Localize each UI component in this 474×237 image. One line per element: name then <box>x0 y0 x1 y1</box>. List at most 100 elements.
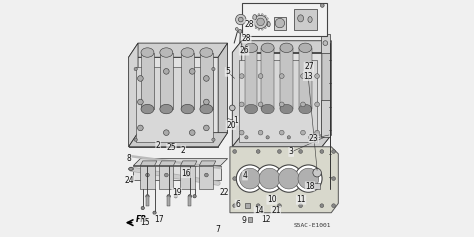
Circle shape <box>167 195 170 198</box>
Circle shape <box>134 138 137 141</box>
Text: 28: 28 <box>245 20 255 29</box>
Text: 27: 27 <box>304 62 314 71</box>
Text: 10: 10 <box>267 195 276 204</box>
Circle shape <box>299 204 302 208</box>
Text: 17: 17 <box>154 215 164 224</box>
Polygon shape <box>232 41 242 147</box>
Polygon shape <box>320 100 330 137</box>
Bar <box>314 183 320 189</box>
Circle shape <box>238 17 243 22</box>
Polygon shape <box>128 133 228 147</box>
Ellipse shape <box>200 48 213 57</box>
Circle shape <box>239 168 260 189</box>
Circle shape <box>258 28 260 30</box>
Circle shape <box>237 165 264 192</box>
Text: 20: 20 <box>226 121 236 130</box>
Ellipse shape <box>280 104 293 114</box>
Circle shape <box>332 177 336 180</box>
Polygon shape <box>136 67 213 142</box>
Text: 18: 18 <box>305 182 315 191</box>
Polygon shape <box>232 41 331 53</box>
Ellipse shape <box>200 104 213 114</box>
Polygon shape <box>159 161 176 166</box>
Circle shape <box>188 195 191 198</box>
Text: 28: 28 <box>242 34 251 43</box>
Ellipse shape <box>299 104 312 114</box>
Circle shape <box>295 165 322 192</box>
Ellipse shape <box>181 104 194 114</box>
Ellipse shape <box>299 43 312 53</box>
Text: 7: 7 <box>215 225 220 234</box>
Circle shape <box>264 15 266 17</box>
Circle shape <box>332 150 336 153</box>
Circle shape <box>320 204 324 208</box>
Polygon shape <box>299 48 312 109</box>
Ellipse shape <box>160 48 173 57</box>
Polygon shape <box>261 48 274 109</box>
Circle shape <box>256 165 283 192</box>
Text: 22: 22 <box>219 187 228 196</box>
Text: 6: 6 <box>235 200 240 209</box>
Polygon shape <box>181 53 194 109</box>
Ellipse shape <box>141 48 154 57</box>
Polygon shape <box>232 53 322 147</box>
Circle shape <box>254 15 267 28</box>
Text: 14: 14 <box>254 206 264 215</box>
Text: 2: 2 <box>181 146 186 155</box>
Circle shape <box>255 15 257 17</box>
Polygon shape <box>199 161 216 166</box>
Circle shape <box>190 68 195 74</box>
Ellipse shape <box>261 104 274 114</box>
Circle shape <box>203 125 209 131</box>
Circle shape <box>315 130 319 135</box>
Text: FR.: FR. <box>136 215 150 224</box>
Circle shape <box>137 99 143 105</box>
Text: 25: 25 <box>167 143 176 152</box>
Circle shape <box>233 177 237 180</box>
Circle shape <box>298 168 319 189</box>
Circle shape <box>258 74 263 78</box>
Polygon shape <box>159 166 173 189</box>
Text: 4: 4 <box>243 171 247 180</box>
Ellipse shape <box>280 43 293 53</box>
Circle shape <box>233 150 237 153</box>
Circle shape <box>164 130 169 136</box>
Circle shape <box>256 204 260 208</box>
Ellipse shape <box>141 104 154 114</box>
Ellipse shape <box>128 168 133 170</box>
Circle shape <box>259 168 280 189</box>
Circle shape <box>174 195 177 198</box>
Text: 21: 21 <box>271 206 281 215</box>
Circle shape <box>236 14 246 25</box>
Bar <box>273 17 286 30</box>
Bar <box>246 203 250 208</box>
Polygon shape <box>181 161 197 166</box>
Text: 3: 3 <box>289 147 293 156</box>
Circle shape <box>146 173 149 177</box>
Circle shape <box>204 173 208 177</box>
Ellipse shape <box>261 43 274 53</box>
Polygon shape <box>128 57 218 147</box>
Circle shape <box>279 130 284 135</box>
Text: 9: 9 <box>241 216 246 225</box>
Circle shape <box>212 67 215 71</box>
Circle shape <box>287 136 291 139</box>
Polygon shape <box>245 48 257 109</box>
Circle shape <box>255 27 257 29</box>
Text: 15: 15 <box>140 218 149 227</box>
Circle shape <box>277 204 281 208</box>
Polygon shape <box>232 135 331 147</box>
Ellipse shape <box>160 104 173 114</box>
Circle shape <box>258 14 260 15</box>
Circle shape <box>332 204 336 208</box>
Polygon shape <box>128 43 228 57</box>
Polygon shape <box>160 53 173 109</box>
Text: 8: 8 <box>127 154 131 163</box>
Circle shape <box>164 68 169 74</box>
Circle shape <box>233 204 237 208</box>
Polygon shape <box>140 161 157 166</box>
Polygon shape <box>230 147 338 213</box>
Circle shape <box>153 211 156 214</box>
Circle shape <box>279 102 284 107</box>
Ellipse shape <box>236 27 238 30</box>
